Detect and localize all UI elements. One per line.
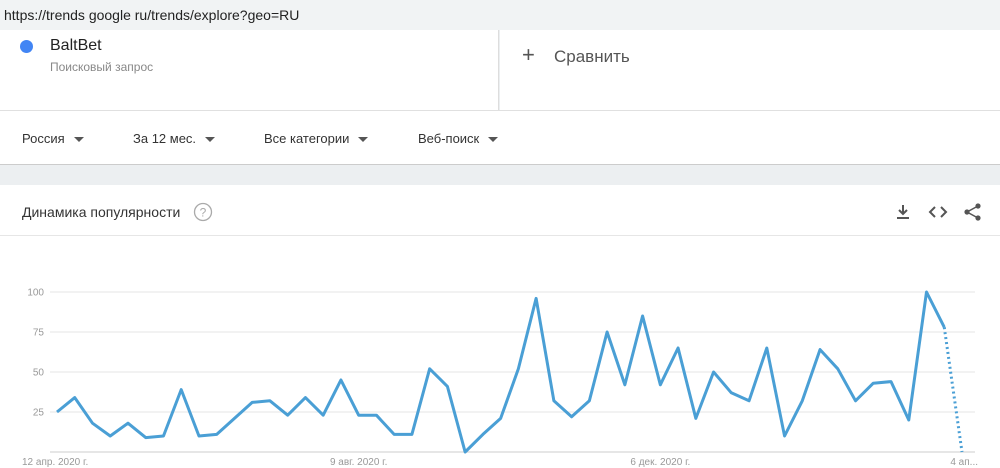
filter-bar: Россия За 12 мес. Все категории Веб-поис… [0,110,1000,165]
filter-dropdown[interactable]: Все категории [264,131,368,146]
filter-dropdown[interactable]: Россия [22,131,84,146]
x-tick-label: 9 авг. 2020 г. [330,457,387,468]
chart-title: Динамика популярности [22,204,181,220]
share-icon[interactable] [963,202,983,222]
svg-text:?: ? [200,206,207,220]
compare-label: Сравнить [554,47,630,66]
search-term[interactable]: BaltBet Поисковый запрос [0,30,499,110]
filter-dropdown[interactable]: Веб-поиск [418,131,498,146]
compare-button[interactable]: + Сравнить [500,30,1000,110]
x-tick-label: 4 ап... [950,457,978,468]
filter-dropdown[interactable]: За 12 мес. [133,131,215,146]
y-tick-label: 50 [33,368,45,379]
divider [0,235,1000,236]
download-icon[interactable] [894,203,912,221]
x-tick-label: 12 апр. 2020 г. [22,457,88,468]
y-tick-label: 25 [33,408,45,419]
term-color-dot [20,40,33,53]
partial-segment [942,326,964,453]
y-tick-label: 75 [33,328,45,339]
y-tick-label: 100 [27,288,44,299]
trend-line [56,290,946,454]
x-tick-label: 6 дек. 2020 г. [630,457,690,468]
plus-icon: + [522,42,535,67]
term-name: BaltBet [50,37,102,54]
help-icon[interactable]: ? [193,202,213,222]
term-subtitle: Поисковый запрос [50,60,154,74]
embed-icon[interactable] [928,203,948,221]
address-bar[interactable]: https://trends google ru/trends/explore?… [0,0,1000,30]
